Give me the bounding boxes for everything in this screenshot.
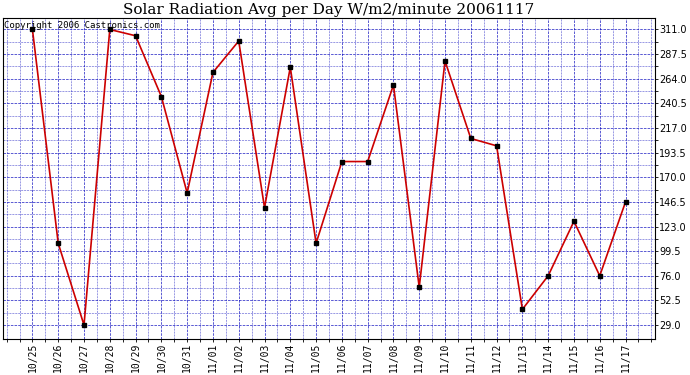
Title: Solar Radiation Avg per Day W/m2/minute 20061117: Solar Radiation Avg per Day W/m2/minute … <box>124 3 535 17</box>
Text: Copyright 2006 Castronics.com: Copyright 2006 Castronics.com <box>4 21 160 30</box>
